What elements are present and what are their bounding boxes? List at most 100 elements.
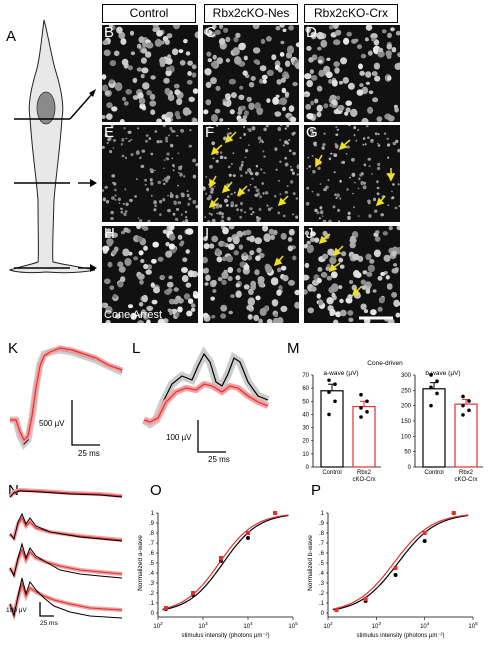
nucleus [205,192,208,195]
panel-label-l: L [132,340,141,357]
nucleus [305,103,312,110]
nucleus [149,178,153,182]
nucleus [311,191,314,193]
nucleus [212,25,217,29]
nucleus [307,156,310,159]
nucleus [363,316,371,323]
nucleus [333,153,338,157]
nucleus [166,152,170,156]
nucleus [263,233,271,242]
nucleus [304,289,308,295]
nucleus [266,69,274,77]
nucleus [367,136,370,139]
nucleus [254,269,260,276]
nucleus [120,230,126,235]
nucleus [318,69,325,77]
nucleus [377,142,379,145]
nucleus [102,197,107,202]
fit-curve [162,514,289,610]
nucleus [367,50,373,56]
nucleus [387,143,391,147]
x-tick-exponent: 5 [295,621,298,626]
column-header-crx: Rbx2cKO-Crx [304,4,398,23]
y-tick-label: 1 [151,511,155,517]
nucleus [338,257,344,263]
nucleus [322,219,327,222]
nucleus [317,166,321,170]
nucleus [347,82,355,90]
nucleus [278,179,281,182]
nucleus [207,220,211,222]
nucleus [352,253,360,261]
data-point [327,378,331,383]
x-tick-label: 102 [153,621,163,630]
nucleus [169,310,173,316]
nucleus [192,118,198,122]
category-label: Rbx2 [357,470,372,476]
nucleus [307,307,314,314]
nucleus [163,77,170,84]
nucleus [318,161,322,165]
nucleus [268,228,275,235]
nucleus [377,162,381,167]
nucleus [332,205,336,209]
y-axis-label: Normalized b-wave [307,535,314,591]
nucleus [246,96,252,102]
category-label: Rbx2 [459,470,474,476]
nucleus [219,118,224,122]
nucleus [124,156,127,160]
y-tick-label: .8 [149,531,155,537]
data-point [218,556,223,560]
nucleus [168,298,175,305]
nucleus [306,80,313,88]
nucleus [210,61,217,68]
nucleus [132,95,139,100]
nucleus [328,219,332,222]
y-tick-label: .2 [149,591,155,597]
nucleus [294,301,299,309]
nucleus [225,58,230,63]
nucleus [377,133,380,136]
nucleus [142,41,147,48]
nucleus [306,186,310,190]
nucleus [274,147,278,151]
scale-bar-l [197,420,226,453]
nucleus [362,137,366,140]
nucleus [240,174,243,177]
nucleus [219,151,223,154]
nucleus [144,183,147,186]
nucleus [288,25,294,31]
nucleus [212,54,217,60]
nucleus [119,119,125,122]
nucleus [253,59,260,64]
nucleus [120,38,127,45]
nucleus [236,267,242,273]
nucleus [326,275,332,281]
nucleus [366,271,373,277]
nucleus [387,115,395,122]
nucleus [340,145,344,149]
nucleus [287,245,294,252]
nucleus [223,269,228,274]
nucleus [266,318,273,323]
nucleus [381,29,387,34]
mutant-trace [10,347,123,442]
nucleus [288,105,295,112]
nucleus [259,308,267,316]
nucleus [309,128,314,132]
nucleus [237,193,241,197]
nucleus [253,314,260,322]
nucleus [211,279,217,286]
nucleus [262,192,265,195]
nucleus [342,160,345,164]
nucleus [304,230,310,236]
nucleus [114,198,117,201]
bar-0-1 [352,405,376,468]
nucleus [383,254,391,262]
nucleus [380,213,384,217]
y-tick-label: .8 [319,531,325,537]
nucleus [157,256,164,262]
nucleus [139,157,141,160]
y-tick-label: 0 [306,465,310,471]
nucleus [187,298,194,304]
